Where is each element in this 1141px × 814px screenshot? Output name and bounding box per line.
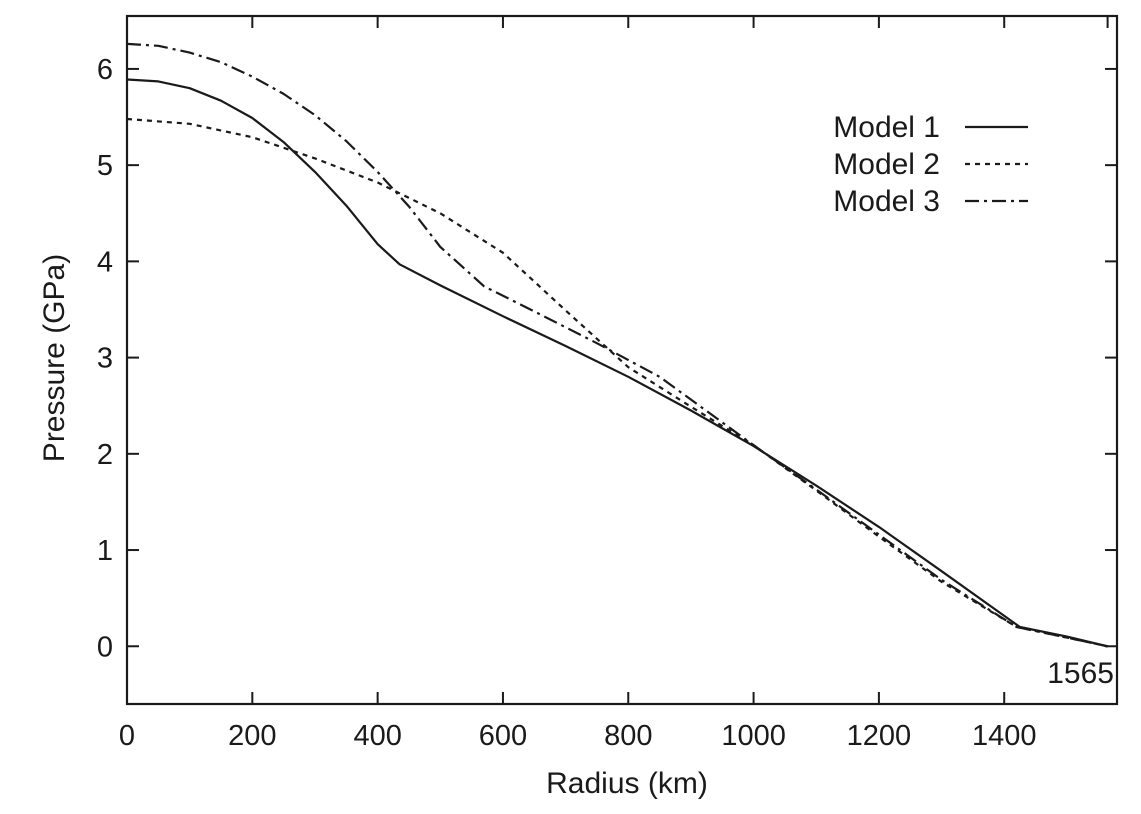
legend: Model 1 Model 2 Model 3 bbox=[833, 111, 1028, 218]
plot-frame bbox=[125, 14, 1119, 706]
y-axis-label: Pressure (GPa) bbox=[38, 254, 71, 462]
ticks-layer: 0 200 400 600 800 1000 1200 1400 0 1 2 3 4 5 6 bbox=[97, 16, 1117, 752]
x-tick-label: 1000 bbox=[721, 720, 786, 752]
series-line-1 bbox=[126, 78, 1108, 648]
y-tick-label: 1 bbox=[97, 535, 113, 567]
x-tick-label: 1400 bbox=[972, 720, 1037, 752]
plot-layer bbox=[126, 42, 1108, 648]
y-tick-label: 6 bbox=[97, 54, 113, 86]
y-tick-label: 5 bbox=[97, 150, 113, 182]
legend-label: Model 3 bbox=[833, 185, 940, 218]
x-axis-label: Radius (km) bbox=[546, 767, 708, 800]
legend-label: Model 2 bbox=[833, 148, 940, 181]
y-tick-label: 2 bbox=[97, 439, 113, 471]
legend-label: Model 1 bbox=[833, 111, 940, 144]
y-tick-label: 4 bbox=[97, 246, 113, 278]
x-tick-label: 200 bbox=[228, 720, 276, 752]
y-tick-label: 3 bbox=[97, 343, 113, 375]
y-tick-label: 0 bbox=[97, 631, 113, 663]
radius-end-annotation: 1565 bbox=[1047, 657, 1114, 690]
x-tick-label: 0 bbox=[119, 720, 135, 752]
series-line-2 bbox=[126, 117, 1108, 648]
series-line-3 bbox=[126, 42, 1108, 648]
x-tick-label: 600 bbox=[479, 720, 527, 752]
x-tick-label: 1200 bbox=[847, 720, 912, 752]
x-tick-label: 400 bbox=[353, 720, 401, 752]
x-tick-label: 800 bbox=[604, 720, 652, 752]
